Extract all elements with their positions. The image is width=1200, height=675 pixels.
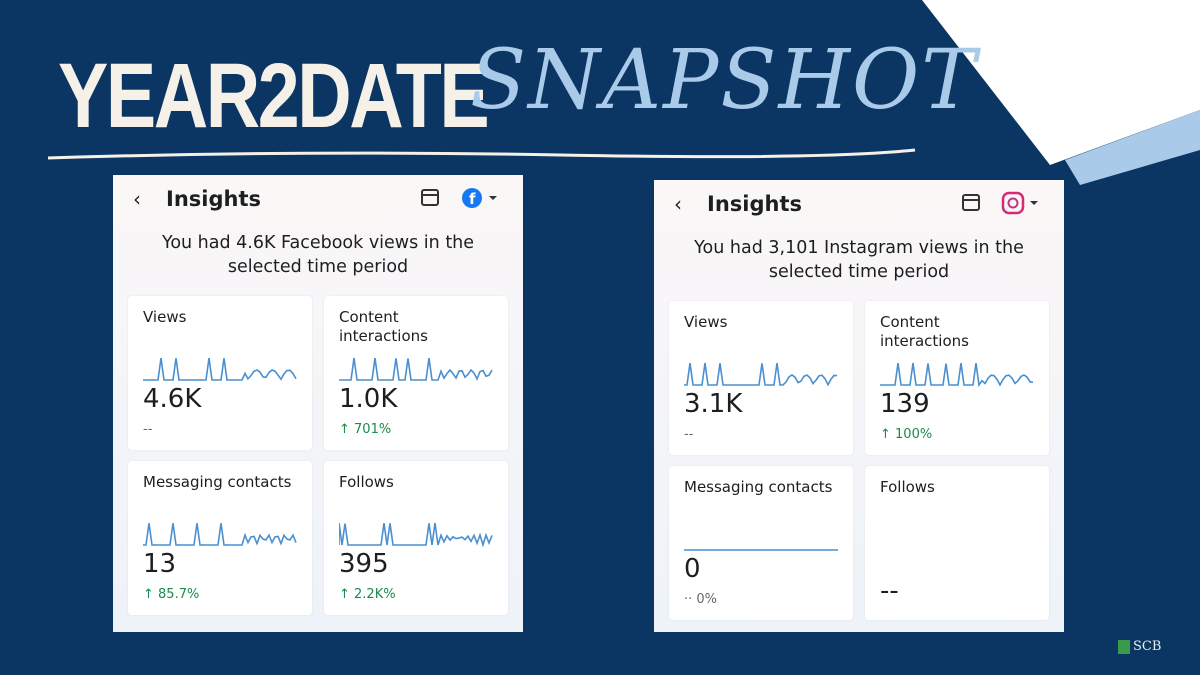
metric-label: Follows bbox=[880, 478, 935, 496]
metric-card[interactable]: Views 4.6K -- bbox=[128, 296, 312, 450]
metric-label: Follows bbox=[339, 473, 394, 491]
sparkline bbox=[143, 357, 297, 381]
sparkline bbox=[684, 549, 838, 551]
metric-label: Views bbox=[143, 308, 187, 326]
metric-value: 139 bbox=[880, 389, 930, 419]
metric-value: 1.0K bbox=[339, 384, 398, 414]
sparkline bbox=[880, 362, 1034, 387]
metric-value: 4.6K bbox=[143, 384, 202, 414]
metric-label: Views bbox=[684, 313, 728, 331]
sparkline bbox=[339, 522, 493, 547]
metric-card[interactable]: Views 3.1K -- bbox=[669, 301, 853, 455]
title: YEAR2DATE bbox=[58, 45, 490, 147]
metric-value: -- bbox=[880, 576, 899, 606]
summary: You had 4.6K Facebook views in the selec… bbox=[161, 233, 475, 277]
panel-title: Insights bbox=[166, 187, 261, 211]
metric-change: ·· 0% bbox=[684, 592, 718, 607]
metric-value: 3.1K bbox=[684, 389, 743, 419]
logo: SCB bbox=[1133, 639, 1162, 654]
insights-panel: ‹ Insights You had 3,101 Instagram views i… bbox=[654, 180, 1064, 632]
metric-change: ↑ 85.7% bbox=[143, 587, 200, 602]
metric-value: 13 bbox=[143, 549, 177, 579]
sparkline bbox=[143, 523, 297, 546]
metric-value: 0 bbox=[684, 554, 701, 584]
metric-change: -- bbox=[684, 427, 694, 442]
metric-label: Content interactions bbox=[339, 308, 428, 345]
underline bbox=[47, 148, 916, 160]
header-icons[interactable]: f bbox=[413, 185, 503, 215]
sparkline bbox=[880, 516, 1034, 552]
metric-label: Messaging contacts bbox=[684, 478, 833, 496]
corner-stripe bbox=[1065, 110, 1200, 185]
metric-label: Content interactions bbox=[880, 313, 969, 350]
svg-text:f: f bbox=[469, 190, 476, 208]
metric-value: 395 bbox=[339, 549, 389, 579]
back-button[interactable]: ‹ bbox=[674, 192, 682, 216]
sparkline bbox=[684, 362, 838, 387]
sparkline bbox=[339, 357, 493, 381]
metric-card[interactable]: Messaging contacts 0 ·· 0% bbox=[669, 466, 853, 620]
panel-title: Insights bbox=[707, 192, 802, 216]
logo-mark bbox=[1118, 640, 1130, 654]
metric-card[interactable]: Messaging contacts 13 ↑ 85.7% bbox=[128, 461, 312, 615]
metric-card[interactable]: Follows 395 ↑ 2.2K% bbox=[324, 461, 508, 615]
header-icons[interactable] bbox=[954, 190, 1044, 220]
back-button[interactable]: ‹ bbox=[133, 187, 141, 211]
metric-card[interactable]: Content interactions 139 ↑ 100% bbox=[865, 301, 1049, 455]
corner-white bbox=[922, 0, 1200, 165]
metric-change: ↑ 100% bbox=[880, 427, 933, 442]
metric-change: ↑ 701% bbox=[339, 422, 392, 437]
insights-panel: ‹ Insights f You had 4.6K Facebook views in… bbox=[113, 175, 523, 632]
metric-card[interactable]: Follows -- bbox=[865, 466, 1049, 620]
metric-card[interactable]: Content interactions 1.0K ↑ 701% bbox=[324, 296, 508, 450]
summary: You had 3,101 Instagram views in the sel… bbox=[694, 238, 1024, 282]
metric-change: -- bbox=[143, 422, 153, 437]
metric-change: ↑ 2.2K% bbox=[339, 587, 396, 602]
title-script: SNAPSHOT bbox=[470, 33, 978, 128]
metric-label: Messaging contacts bbox=[143, 473, 292, 491]
